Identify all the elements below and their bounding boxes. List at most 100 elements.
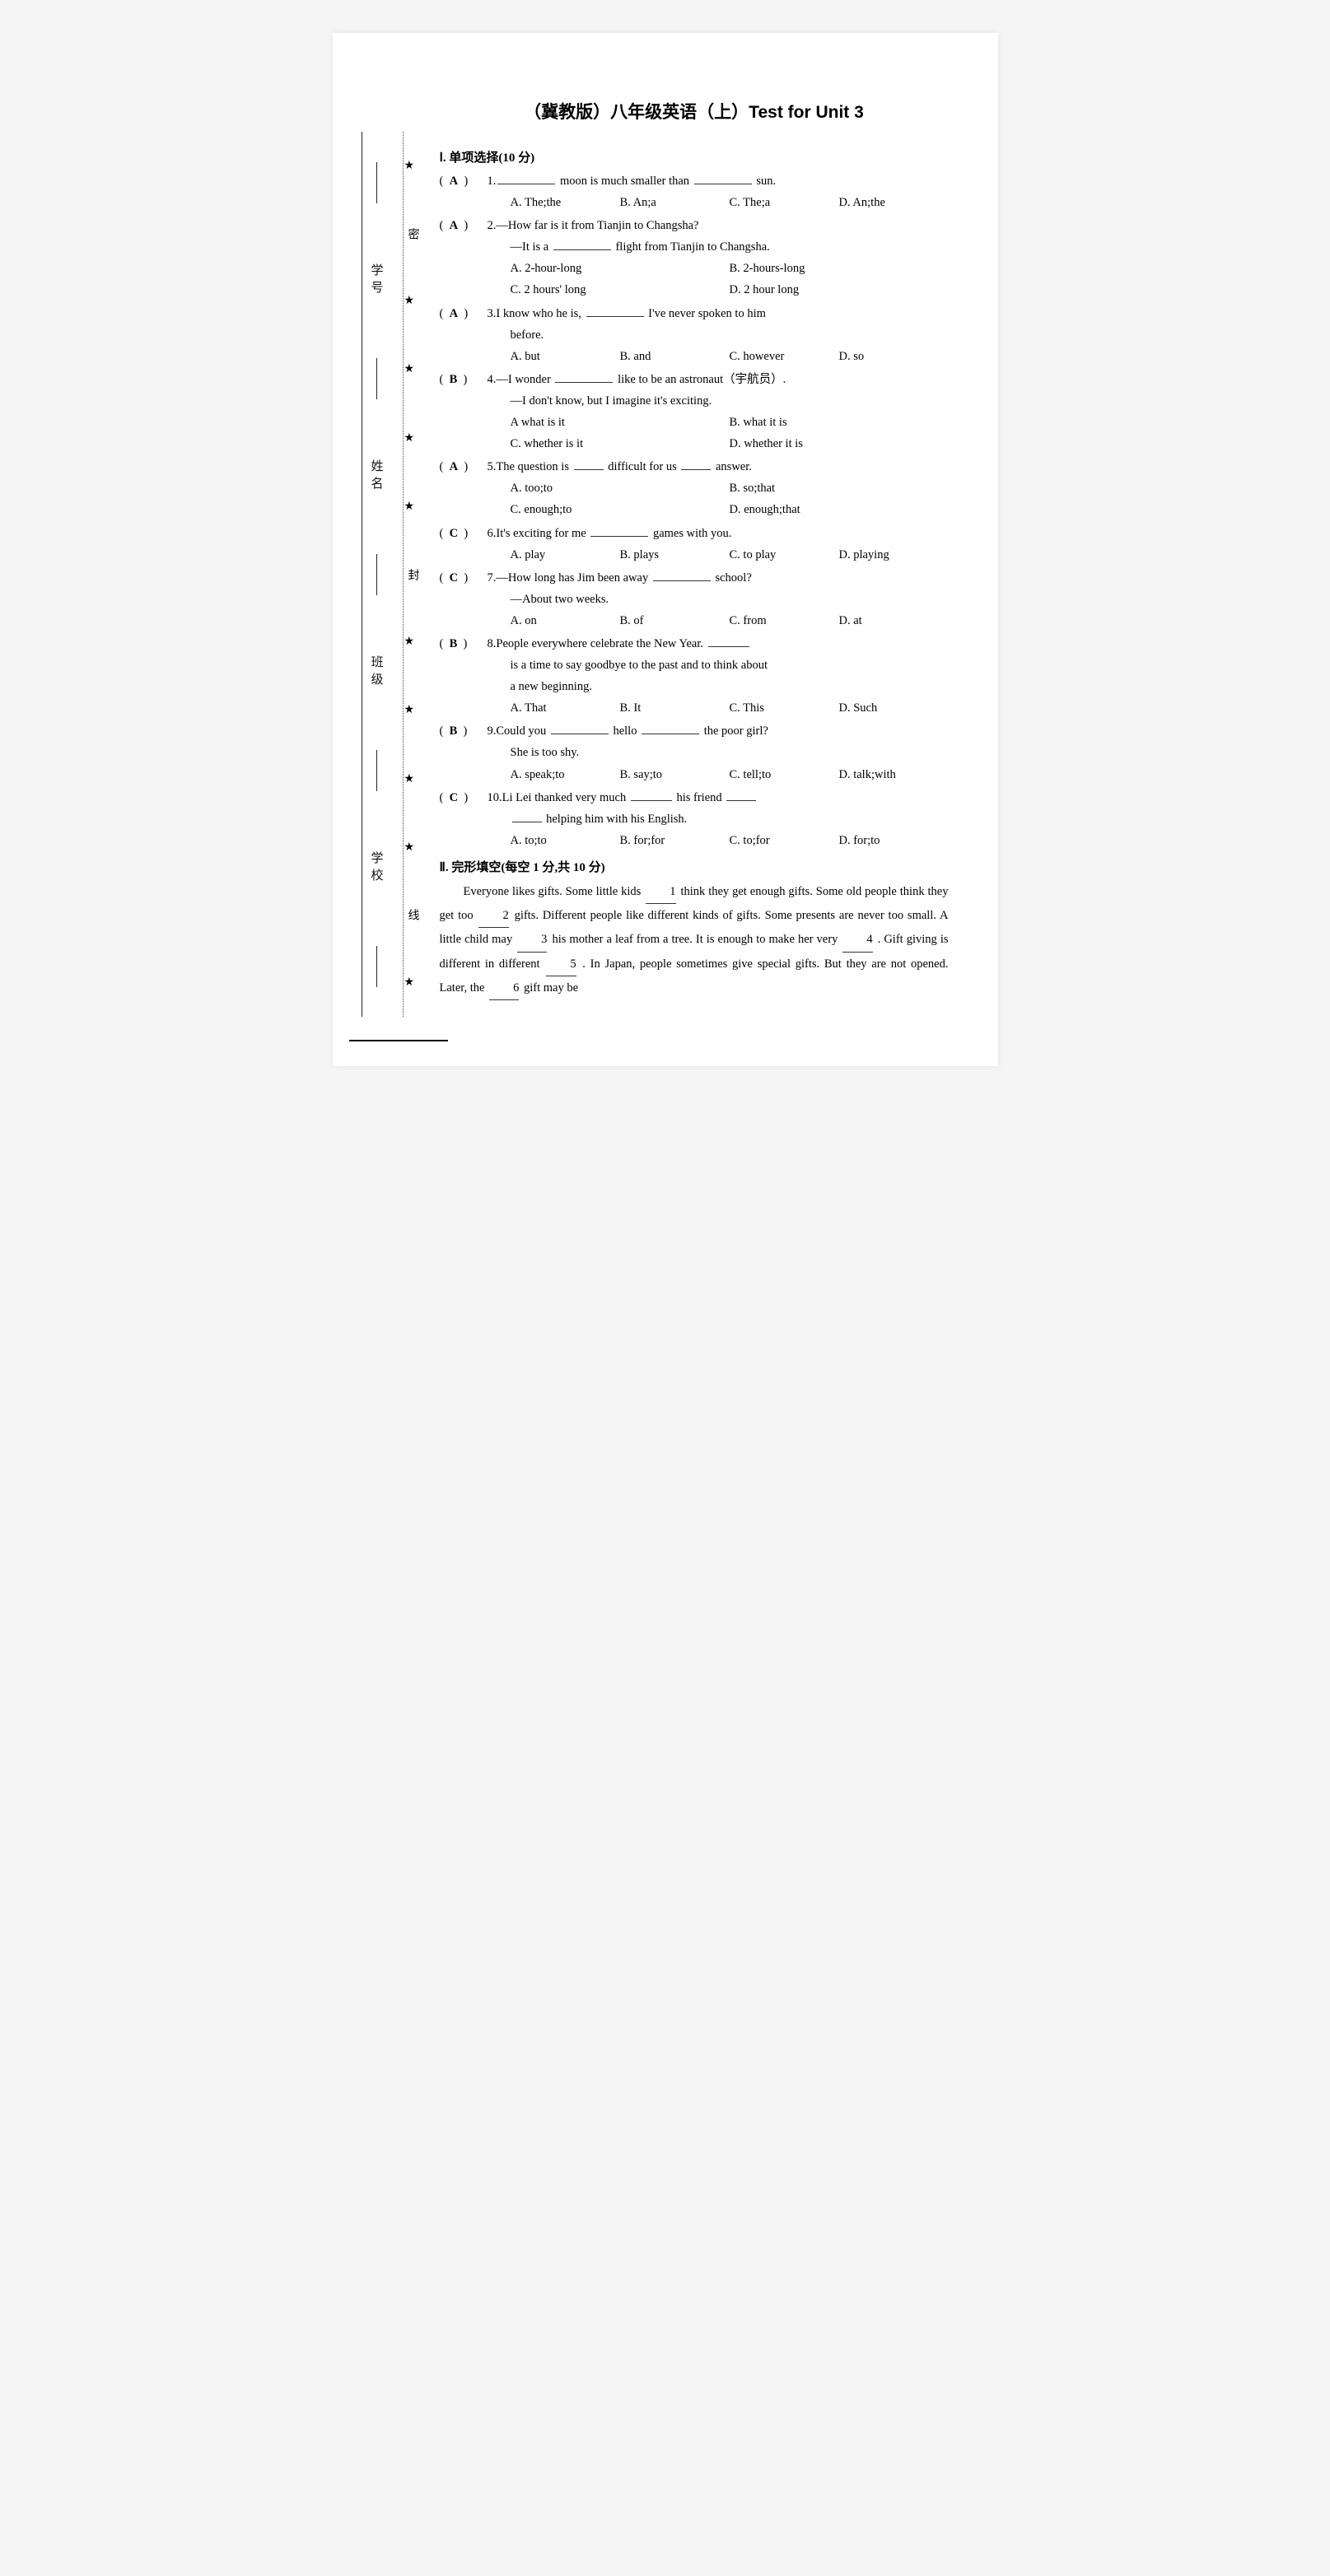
stem-text: People everywhere celebrate the New Year… (496, 637, 706, 650)
question-number: 10. (488, 787, 502, 808)
fill-blank (653, 580, 711, 581)
option-c: C. from (730, 610, 839, 631)
fill-blank (631, 800, 672, 801)
cloze-text: gift may be (520, 981, 578, 995)
options-row: A. The;the B. An;a C. The;a D. An;the (440, 192, 949, 213)
seal-line-markers: ★ 密 ★ ★ ★ ★ 封 ★ ★ ★ ★ 线 ★ (404, 132, 421, 1017)
star-icon: ★ (404, 841, 421, 855)
option-c: C. The;a (730, 192, 839, 213)
option-b: B. 2-hours-long (730, 258, 949, 279)
option-b: B. An;a (620, 192, 730, 213)
question-stem: It's exciting for me games with you. (496, 523, 948, 544)
content-area: （冀教版）八年级英语（上）Test for Unit 3 Ⅰ. 单项选择(10 … (440, 99, 949, 1000)
question-stem: Could you hello the poor girl? (496, 720, 948, 742)
margin-dash (376, 946, 377, 987)
cloze-text: Everyone likes gifts. Some little kids (464, 885, 645, 898)
question-number: 1. (488, 170, 497, 192)
option-c: C. tell;to (730, 764, 839, 785)
answer-letter: B (450, 373, 458, 386)
stem-continuation: is a time to say goodbye to the past and… (440, 654, 949, 676)
options-row: A. too;to B. so;that C. enough;to D. eno… (440, 477, 949, 520)
star-icon: ★ (404, 976, 421, 990)
question-stem: —How long has Jim been away school? (496, 567, 948, 589)
question-stem: I know who he is, I've never spoken to h… (496, 303, 948, 324)
option-a: A what is it (511, 412, 730, 433)
option-a: A. speak;to (511, 764, 620, 785)
question-7: ( C ) 7. —How long has Jim been away sch… (440, 567, 949, 631)
option-b: B. plays (620, 544, 730, 566)
star-icon: ★ (404, 635, 421, 649)
stem-text: I've never spoken to him (646, 307, 766, 320)
question-number: 9. (488, 720, 497, 742)
stem-text: answer. (712, 460, 752, 473)
section-1-header: Ⅰ. 单项选择(10 分) (440, 148, 949, 165)
margin-dash (376, 162, 377, 203)
option-a: A. but (511, 346, 620, 367)
stem-text: sun. (754, 175, 776, 188)
options-row: A. to;to B. for;for C. to;for D. for;to (440, 830, 949, 851)
stem-text: hello (610, 724, 640, 738)
stem-text: Li Lei thanked very much (502, 791, 629, 804)
answer-paren: ( B ) (440, 633, 488, 654)
star-icon: ★ (404, 500, 421, 514)
question-stem: Li Lei thanked very much his friend (502, 787, 949, 808)
stem-text: The question is (496, 460, 572, 473)
seal-char: 密 (404, 228, 421, 240)
star-icon: ★ (404, 703, 421, 717)
star-icon: ★ (404, 431, 421, 445)
stem-text: his friend (674, 791, 725, 804)
question-6: ( C ) 6. It's exciting for me games with… (440, 523, 949, 566)
answer-letter: C (450, 571, 458, 585)
question-number: 8. (488, 633, 497, 654)
seal-char: 线 (404, 909, 421, 920)
option-a: A. play (511, 544, 620, 566)
cloze-blank-6: 6 (489, 976, 519, 1000)
option-a: A. That (511, 697, 620, 719)
cloze-passage: Everyone likes gifts. Some little kids 1… (440, 880, 949, 1000)
margin-dash (376, 750, 377, 791)
stem-text: like to be an astronaut（宇航员）. (614, 373, 786, 386)
option-c: C. 2 hours' long (511, 279, 730, 300)
option-a: A. too;to (511, 477, 730, 499)
option-d: D. playing (839, 544, 949, 566)
options-row: A. on B. of C. from D. at (440, 610, 949, 631)
margin-label-school: 学校 (368, 851, 385, 886)
stem-text: difficult for us (605, 460, 680, 473)
option-b: B. and (620, 346, 730, 367)
seal-char: 封 (404, 569, 421, 580)
option-b: B. of (620, 610, 730, 631)
option-c: C. however (730, 346, 839, 367)
question-number: 4. (488, 369, 497, 390)
options-row: A. play B. plays C. to play D. playing (440, 544, 949, 566)
options-row: A what is it B. what it is C. whether is… (440, 412, 949, 454)
option-c: C. whether is it (511, 433, 730, 454)
option-d: D. Such (839, 697, 949, 719)
answer-paren: ( A ) (440, 456, 488, 477)
question-stem: —I wonder like to be an astronaut（宇航员）. (496, 369, 948, 390)
stem-text: It's exciting for me (496, 527, 589, 540)
fill-blank (555, 382, 613, 383)
stem-text: Could you (496, 724, 548, 738)
answer-paren: ( A ) (440, 215, 488, 236)
options-row: A. but B. and C. however D. so (440, 346, 949, 367)
fill-blank (726, 800, 756, 801)
options-row: A. speak;to B. say;to C. tell;to D. talk… (440, 764, 949, 785)
stem-text: the poor girl? (701, 724, 768, 738)
cloze-text: his mother a leaf from a tree. It is eno… (548, 933, 841, 946)
margin-labels: 学号 姓名 班级 学校 (368, 132, 385, 1017)
answer-paren: ( B ) (440, 720, 488, 742)
cloze-blank-5: 5 (546, 953, 576, 976)
answer-paren: ( B ) (440, 369, 488, 390)
option-c: C. This (730, 697, 839, 719)
question-stem: People everywhere celebrate the New Year… (496, 633, 948, 654)
section-2-header: Ⅱ. 完形填空(每空 1 分,共 10 分) (440, 858, 949, 875)
fill-blank (708, 646, 749, 647)
answer-paren: ( A ) (440, 170, 488, 192)
question-5: ( A ) 5. The question is difficult for u… (440, 456, 949, 520)
question-stem: —How far is it from Tianjin to Changsha? (496, 215, 948, 236)
margin-dotted-line (403, 132, 404, 1017)
stem-continuation: —I don't know, but I imagine it's exciti… (440, 390, 949, 412)
answer-paren: ( C ) (440, 523, 488, 544)
question-number: 5. (488, 456, 497, 477)
star-icon: ★ (404, 772, 421, 786)
